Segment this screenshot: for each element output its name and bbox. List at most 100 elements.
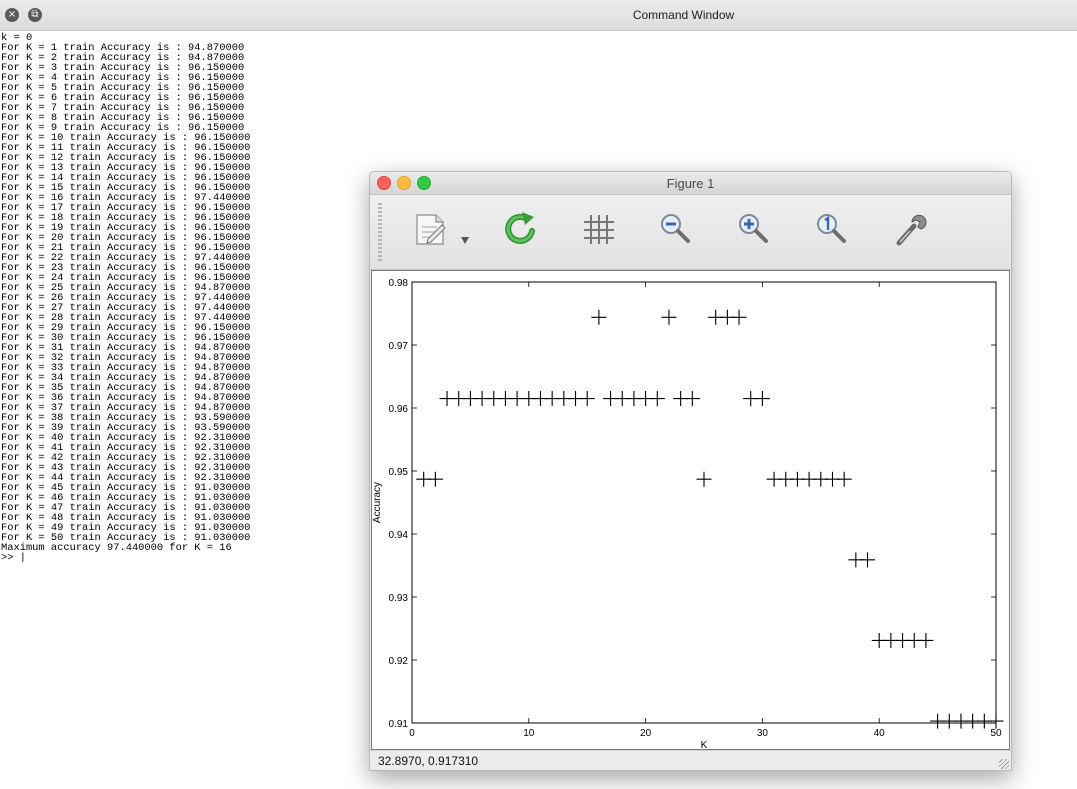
- console-line: For K = 42 train Accuracy is : 92.310000: [1, 452, 251, 464]
- y-tick-label: 0.97: [389, 341, 409, 352]
- zoom-in-icon[interactable]: [734, 209, 774, 249]
- data-point: [661, 309, 677, 325]
- window-title: Command Window: [632, 8, 735, 22]
- y-tick-label: 0.93: [389, 593, 409, 604]
- data-point: [860, 552, 876, 568]
- console-line: For K = 46 train Accuracy is : 91.030000: [1, 492, 251, 504]
- toolbar-grip[interactable]: [378, 203, 382, 261]
- close-icon[interactable]: ×: [5, 8, 19, 22]
- console-line: For K = 50 train Accuracy is : 91.030000: [1, 532, 251, 544]
- close-button[interactable]: [377, 176, 391, 190]
- console-line: For K = 11 train Accuracy is : 96.150000: [1, 142, 251, 154]
- x-tick-label: 0: [409, 728, 415, 739]
- data-point: [427, 471, 443, 487]
- x-tick-label: 30: [757, 728, 769, 739]
- figure-window[interactable]: Figure 1: [369, 171, 1012, 771]
- refresh-icon[interactable]: [501, 209, 541, 249]
- console-line: For K = 31 train Accuracy is : 94.870000: [1, 342, 251, 354]
- console-line: For K = 39 train Accuracy is : 93.590000: [1, 422, 251, 434]
- console-line: For K = 34 train Accuracy is : 94.870000: [1, 372, 251, 384]
- data-point: [591, 309, 607, 325]
- console-line: For K = 43 train Accuracy is : 92.310000: [1, 462, 251, 474]
- data-point: [731, 309, 747, 325]
- console-line: For K = 38 train Accuracy is : 93.590000: [1, 412, 251, 424]
- y-tick-label: 0.98: [389, 278, 409, 289]
- data-point: [918, 632, 934, 648]
- x-tick-label: 20: [640, 728, 652, 739]
- console-line: For K = 10 train Accuracy is : 96.150000: [1, 132, 251, 144]
- console-line: For K = 33 train Accuracy is : 94.870000: [1, 362, 251, 374]
- zoom-out-icon[interactable]: [656, 209, 696, 249]
- minimize-button[interactable]: [397, 176, 411, 190]
- console-line: For K = 21 train Accuracy is : 96.150000: [1, 242, 251, 254]
- cursor-coordinates: 32.8970, 0.917310: [378, 754, 479, 768]
- axes-box: [411, 281, 997, 724]
- data-point: [684, 391, 700, 407]
- console-line: For K = 17 train Accuracy is : 96.150000: [1, 202, 251, 214]
- y-tick-label: 0.91: [389, 719, 409, 730]
- console-line: For K = 3 train Accuracy is : 96.150000: [1, 62, 245, 74]
- console-line: For K = 7 train Accuracy is : 96.150000: [1, 102, 245, 114]
- console-line: For K = 37 train Accuracy is : 94.870000: [1, 402, 251, 414]
- command-window-titlebar: × ⧉ Command Window: [0, 0, 1077, 31]
- y-tick-label: 0.96: [389, 404, 409, 415]
- scatter-chart[interactable]: 0 10 20 30 40 50 0.91 0.92 0.93 0.94 0.95 0.96 0.97 0…: [372, 271, 1009, 749]
- figure-toolbar: [370, 195, 1011, 270]
- console-line: For K = 35 train Accuracy is : 94.870000: [1, 382, 251, 394]
- console-line: For K = 16 train Accuracy is : 97.440000: [1, 192, 251, 204]
- x-tick-label: 40: [874, 728, 886, 739]
- data-point: [836, 471, 852, 487]
- console-line: For K = 27 train Accuracy is : 97.440000: [1, 302, 251, 314]
- x-tick-label: 50: [990, 728, 1002, 739]
- data-point: [579, 391, 595, 407]
- console-line: For K = 1 train Accuracy is : 94.870000: [1, 42, 245, 54]
- console-line: For K = 45 train Accuracy is : 91.030000: [1, 482, 251, 494]
- console-line: For K = 8 train Accuracy is : 96.150000: [1, 112, 245, 124]
- console-line: For K = 40 train Accuracy is : 92.310000: [1, 432, 251, 444]
- console-line: For K = 23 train Accuracy is : 96.150000: [1, 262, 251, 274]
- console-output[interactable]: k = 0 For K = 1 train Accuracy is : 94.87…: [1, 33, 250, 553]
- console-line: For K = 47 train Accuracy is : 91.030000: [1, 502, 251, 514]
- status-bar: 32.8970, 0.917310: [370, 750, 1011, 770]
- console-line: For K = 20 train Accuracy is : 96.150000: [1, 232, 251, 244]
- restore-icon[interactable]: ⧉: [28, 8, 42, 22]
- console-line: For K = 6 train Accuracy is : 96.150000: [1, 92, 245, 104]
- console-line: For K = 5 train Accuracy is : 96.150000: [1, 82, 245, 94]
- console-line: For K = 18 train Accuracy is : 96.150000: [1, 212, 251, 224]
- console-line: For K = 15 train Accuracy is : 96.150000: [1, 182, 251, 194]
- console-line: For K = 36 train Accuracy is : 94.870000: [1, 392, 251, 404]
- console-line: For K = 48 train Accuracy is : 91.030000: [1, 512, 251, 524]
- console-line: For K = 2 train Accuracy is : 94.870000: [1, 52, 245, 64]
- console-line: k = 0: [1, 32, 33, 44]
- dropdown-arrow-icon[interactable]: [458, 233, 472, 247]
- console-line: For K = 14 train Accuracy is : 96.150000: [1, 172, 251, 184]
- data-point: [988, 713, 1004, 729]
- zoom-reset-icon[interactable]: [812, 209, 852, 249]
- x-tick-label: 10: [523, 728, 535, 739]
- console-line: For K = 29 train Accuracy is : 96.150000: [1, 322, 251, 334]
- console-line: For K = 30 train Accuracy is : 96.150000: [1, 332, 251, 344]
- data-point: [649, 391, 665, 407]
- resize-handle[interactable]: [999, 759, 1009, 769]
- console-line: For K = 41 train Accuracy is : 92.310000: [1, 442, 251, 454]
- data-point: [754, 391, 770, 407]
- console-line: For K = 12 train Accuracy is : 96.150000: [1, 152, 251, 164]
- maximize-button[interactable]: [417, 176, 431, 190]
- console-line: For K = 49 train Accuracy is : 91.030000: [1, 522, 251, 534]
- console-line: For K = 4 train Accuracy is : 96.150000: [1, 72, 245, 84]
- y-tick-label: 0.95: [389, 467, 409, 478]
- console-line: For K = 26 train Accuracy is : 97.440000: [1, 292, 251, 304]
- wrench-icon[interactable]: [890, 209, 930, 249]
- console-line: For K = 25 train Accuracy is : 94.870000: [1, 282, 251, 294]
- grid-icon[interactable]: [578, 209, 618, 249]
- console-line: Maximum accuracy 97.440000 for K = 16: [1, 542, 232, 554]
- y-tick-label: 0.92: [389, 656, 409, 667]
- console-line: For K = 13 train Accuracy is : 96.150000: [1, 162, 251, 174]
- console-line: For K = 44 train Accuracy is : 92.310000: [1, 472, 251, 484]
- plot-area[interactable]: 0 10 20 30 40 50 0.91 0.92 0.93 0.94 0.95 0.96 0.97 0…: [371, 270, 1010, 750]
- console-line: For K = 9 train Accuracy is : 96.150000: [1, 122, 245, 134]
- y-tick-label: 0.94: [389, 530, 409, 541]
- edit-document-icon[interactable]: [410, 209, 450, 249]
- command-prompt[interactable]: >> |: [1, 552, 26, 564]
- figure-titlebar[interactable]: Figure 1: [370, 172, 1011, 195]
